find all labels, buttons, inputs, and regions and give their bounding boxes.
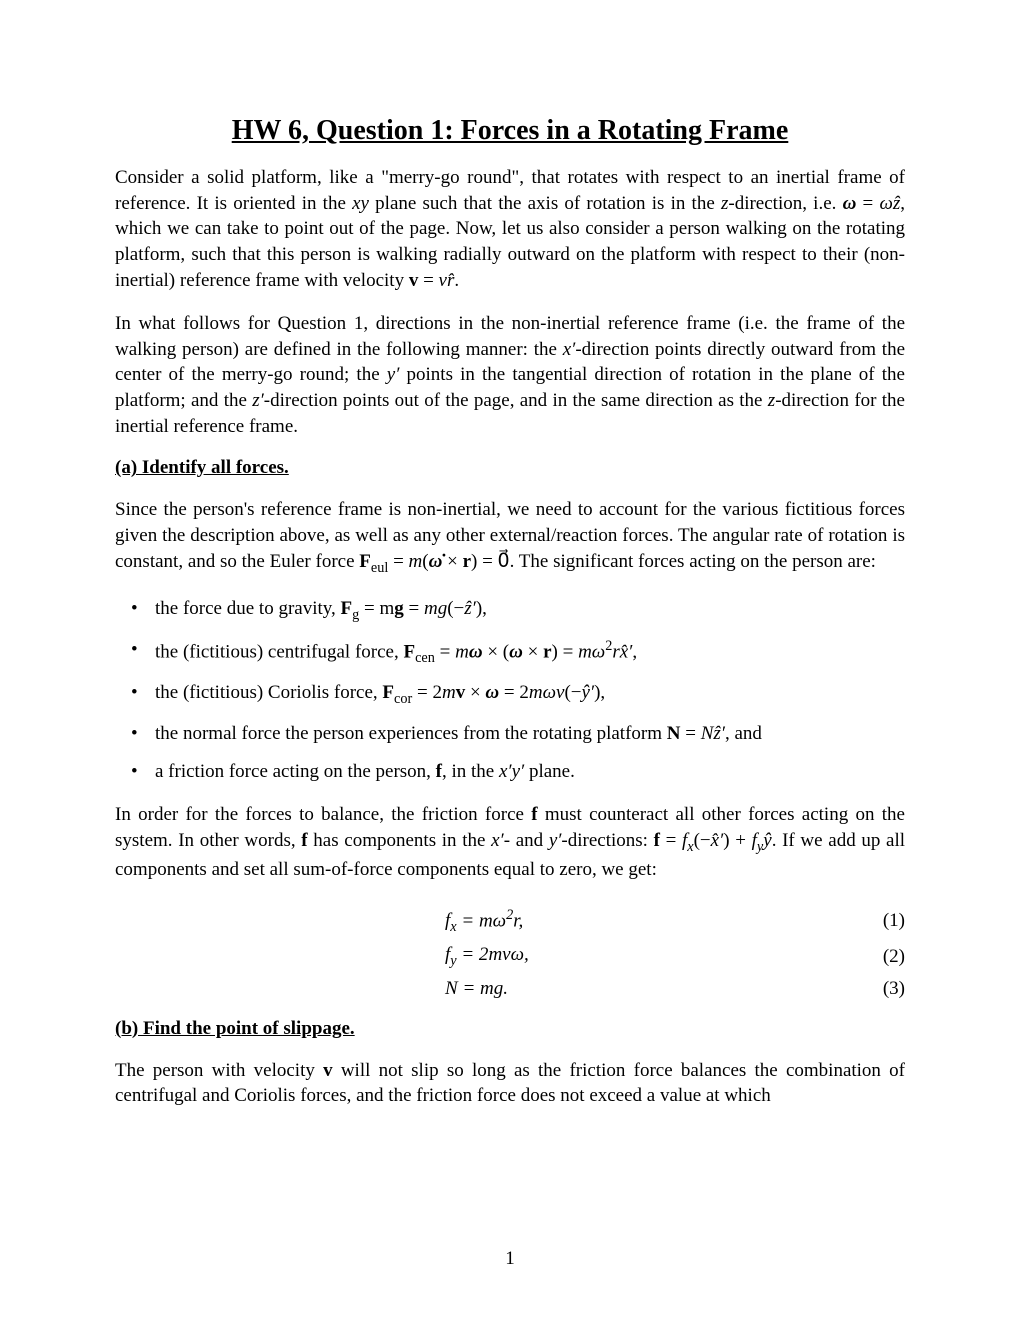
equation-row: N = mg. (3) xyxy=(115,978,905,1000)
equations-block: fx = mω2r, (1) fy = 2mvω, (2) N = mg. (3… xyxy=(115,907,905,1000)
eq-number: (2) xyxy=(855,946,905,968)
eq-body: fy = 2mvω, xyxy=(445,944,855,970)
eq-body: N = mg. xyxy=(445,978,855,1000)
page-number: 1 xyxy=(0,1248,1020,1270)
section-a-paragraph-2: In order for the forces to balance, the … xyxy=(115,802,905,882)
intro-paragraph-2: In what follows for Question 1, directio… xyxy=(115,311,905,439)
list-item: the force due to gravity, Fg = mg = mg(−… xyxy=(155,596,905,625)
list-item: the (fictitious) Coriolis force, Fcor = … xyxy=(155,680,905,709)
forces-list: the force due to gravity, Fg = mg = mg(−… xyxy=(115,596,905,785)
list-item: the normal force the person experiences … xyxy=(155,721,905,747)
intro-paragraph-1: Consider a solid platform, like a "merry… xyxy=(115,165,905,293)
list-item: a friction force acting on the person, f… xyxy=(155,759,905,785)
section-a-paragraph-1: Since the person's reference frame is no… xyxy=(115,497,905,577)
eq-body: fx = mω2r, xyxy=(445,907,855,936)
page-title: HW 6, Question 1: Forces in a Rotating F… xyxy=(115,115,905,147)
section-b-paragraph-1: The person with velocity v will not slip… xyxy=(115,1058,905,1109)
section-a-header: (a) Identify all forces. xyxy=(115,457,905,479)
equation-row: fx = mω2r, (1) xyxy=(115,907,905,936)
equation-row: fy = 2mvω, (2) xyxy=(115,944,905,970)
list-item: the (fictitious) centrifugal force, Fcen… xyxy=(155,637,905,668)
page-container: HW 6, Question 1: Forces in a Rotating F… xyxy=(0,0,1020,1320)
eq-number: (3) xyxy=(855,978,905,1000)
eq-number: (1) xyxy=(855,910,905,932)
section-b-header: (b) Find the point of slippage. xyxy=(115,1018,905,1040)
